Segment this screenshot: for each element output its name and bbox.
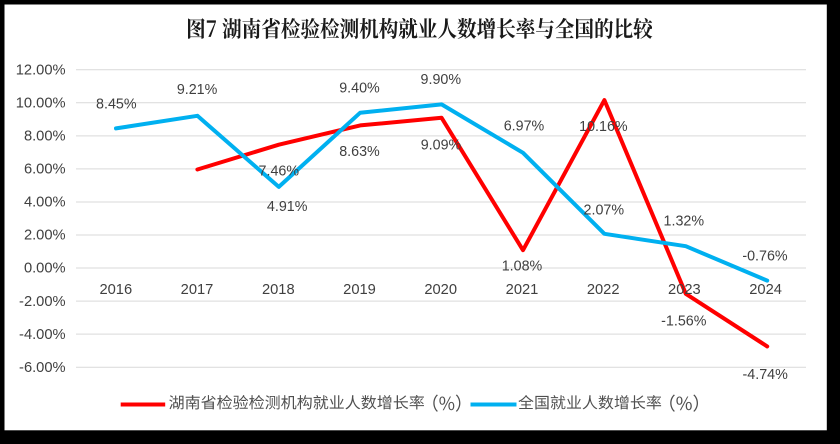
svg-text:10.00%: 10.00% [16,95,66,111]
svg-text:6.97%: 6.97% [504,118,545,134]
svg-text:8.45%: 8.45% [96,96,137,112]
svg-text:2018: 2018 [262,282,295,298]
svg-text:-6.00%: -6.00% [19,360,66,376]
svg-text:2016: 2016 [99,282,132,298]
svg-text:6.00%: 6.00% [24,162,66,178]
svg-text:2023: 2023 [668,282,701,298]
svg-text:0.00%: 0.00% [24,261,66,277]
svg-text:9.40%: 9.40% [339,81,380,97]
svg-text:2.00%: 2.00% [24,228,66,244]
svg-text:12.00%: 12.00% [16,62,66,78]
svg-text:1.08%: 1.08% [502,259,543,275]
svg-text:4.00%: 4.00% [24,195,66,211]
svg-text:9.09%: 9.09% [421,137,462,153]
svg-text:2020: 2020 [424,282,457,298]
svg-text:9.21%: 9.21% [177,82,218,98]
svg-text:-2.00%: -2.00% [19,294,66,310]
svg-text:-0.76%: -0.76% [742,248,788,264]
svg-text:2017: 2017 [181,282,214,298]
svg-text:2.07%: 2.07% [584,203,625,219]
svg-text:2019: 2019 [343,282,376,298]
svg-text:-1.56%: -1.56% [661,313,707,329]
svg-text:9.90%: 9.90% [421,72,462,88]
svg-text:-4.00%: -4.00% [19,327,66,343]
svg-text:4.91%: 4.91% [267,199,308,215]
svg-text:2021: 2021 [506,282,539,298]
svg-text:-4.74%: -4.74% [743,367,789,383]
svg-text:8.00%: 8.00% [24,129,66,145]
svg-text:10.16%: 10.16% [579,119,628,135]
svg-text:8.63%: 8.63% [339,144,380,160]
svg-text:2024: 2024 [749,282,782,298]
svg-text:2022: 2022 [587,282,620,298]
svg-text:1.32%: 1.32% [664,214,705,230]
svg-text:7.46%: 7.46% [259,164,300,180]
